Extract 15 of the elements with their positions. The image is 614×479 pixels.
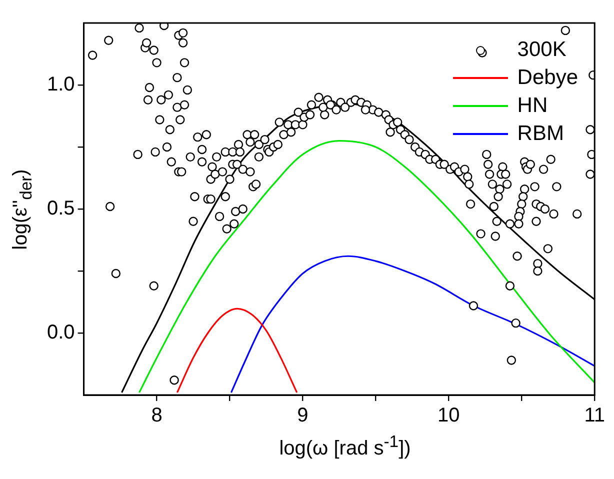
- legend-label: HN: [517, 93, 548, 119]
- legend-label: Debye: [517, 65, 578, 91]
- x-tick-label: 11: [584, 404, 605, 427]
- legend-label: 300K: [517, 37, 566, 63]
- y-tick-label: 0.5: [46, 198, 75, 220]
- line-series: [176, 308, 298, 394]
- x-tick-label: 8: [151, 404, 162, 427]
- x-axis-title: log(ω [rad s$^{-1}$]): [278, 432, 412, 461]
- x-tick-label: 10: [438, 404, 460, 427]
- x-tick-label: 9: [297, 404, 308, 427]
- y-tick-label: 0.0: [46, 322, 75, 344]
- line-series: [230, 255, 595, 394]
- legend-label: RBM: [517, 121, 564, 147]
- line-series: [138, 140, 595, 394]
- y-tick-label: 1.0: [46, 74, 75, 96]
